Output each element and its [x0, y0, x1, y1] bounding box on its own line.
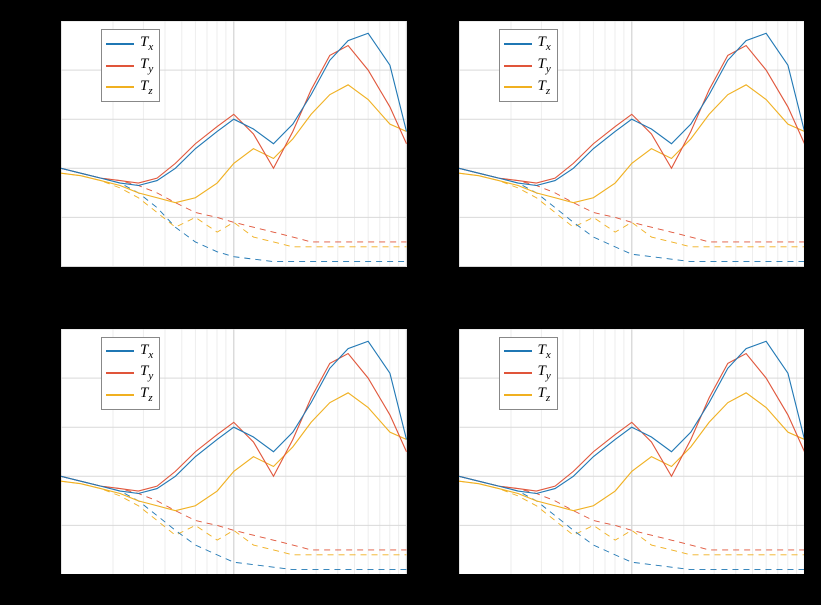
- legend-label: Tz: [140, 384, 153, 406]
- legend: TxTyTz: [499, 337, 558, 410]
- legend-swatch: [504, 350, 532, 352]
- legend-swatch: [106, 86, 134, 88]
- legend-item-tz: Tz: [504, 77, 551, 99]
- legend-swatch: [106, 372, 134, 374]
- panel-a: TxTyTz: [60, 20, 408, 268]
- legend-item-ty: Ty: [106, 55, 153, 77]
- legend-swatch: [504, 86, 532, 88]
- legend-item-tz: Tz: [106, 384, 153, 406]
- panel-c: TxTyTz: [60, 328, 408, 576]
- legend-swatch: [106, 394, 134, 396]
- legend-item-tx: Tx: [106, 341, 153, 363]
- legend-swatch: [106, 65, 134, 67]
- panel-b: TxTyTz: [458, 20, 806, 268]
- legend-label: Tz: [538, 384, 551, 406]
- legend-item-tz: Tz: [106, 77, 153, 99]
- legend-item-ty: Ty: [504, 55, 551, 77]
- legend-item-tx: Tx: [504, 33, 551, 55]
- legend-label: Tx: [140, 341, 153, 363]
- legend-label: Tx: [140, 33, 153, 55]
- legend-item-ty: Ty: [504, 362, 551, 384]
- chart-grid: TxTyTz TxTyTz TxTyTz TxTyTz: [60, 20, 805, 575]
- legend-label: Tz: [538, 77, 551, 99]
- legend-item-tz: Tz: [504, 384, 551, 406]
- legend-label: Tx: [538, 341, 551, 363]
- legend-item-tx: Tx: [504, 341, 551, 363]
- legend-label: Tz: [140, 77, 153, 99]
- legend-swatch: [504, 372, 532, 374]
- legend-label: Ty: [538, 362, 551, 384]
- legend-label: Tx: [538, 33, 551, 55]
- legend: TxTyTz: [101, 29, 160, 102]
- legend-swatch: [504, 394, 532, 396]
- legend: TxTyTz: [499, 29, 558, 102]
- legend-label: Ty: [140, 362, 153, 384]
- legend-swatch: [504, 65, 532, 67]
- legend-label: Ty: [140, 55, 153, 77]
- legend-item-ty: Ty: [106, 362, 153, 384]
- legend: TxTyTz: [101, 337, 160, 410]
- legend-item-tx: Tx: [106, 33, 153, 55]
- legend-label: Ty: [538, 55, 551, 77]
- panel-d: TxTyTz: [458, 328, 806, 576]
- legend-swatch: [504, 43, 532, 45]
- legend-swatch: [106, 43, 134, 45]
- legend-swatch: [106, 350, 134, 352]
